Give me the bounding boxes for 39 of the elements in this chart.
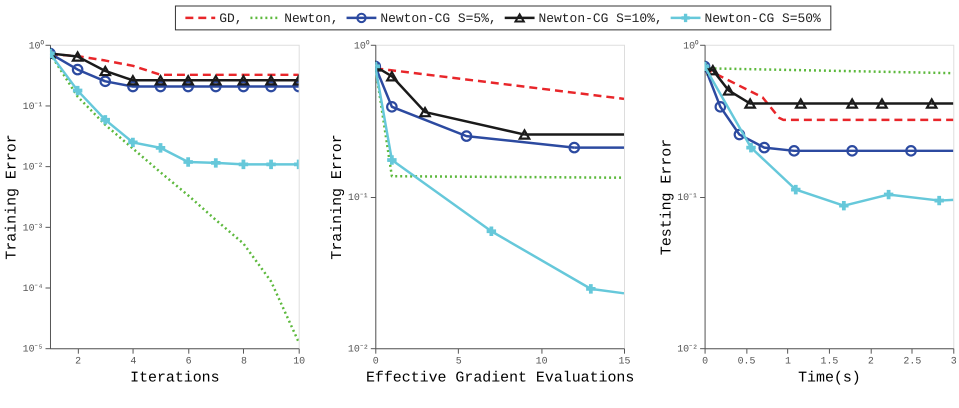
y-tick-label: 10⁻⁴ — [22, 282, 44, 294]
legend-label: GD, — [219, 10, 242, 26]
y-tick-label: 10⁰ — [683, 39, 700, 52]
y-tick-label: 10⁻² — [348, 344, 369, 355]
x-tick-label: 0 — [702, 356, 708, 367]
x-tick-label: 0 — [372, 356, 379, 367]
y-tick-label: 10⁻² — [22, 162, 44, 173]
y-tick-label: 10⁻¹ — [348, 192, 369, 203]
y-tick-label: 10⁰ — [354, 39, 370, 52]
x-tick-label: 15 — [618, 356, 630, 367]
x-tick-label: 6 — [186, 356, 192, 367]
x-tick-label: 0.5 — [738, 356, 756, 367]
y-tick-label: 10⁻³ — [22, 222, 44, 234]
x-tick-label: 4 — [130, 356, 136, 367]
x-tick-label: 10 — [536, 356, 548, 367]
y-axis-title: Training Error — [4, 134, 21, 260]
y-axis-title: Testing Error — [659, 138, 676, 256]
y-axis-title: Training Error — [330, 134, 346, 260]
x-tick-label: 2 — [75, 356, 82, 367]
x-tick-label: 2.5 — [903, 356, 922, 367]
x-axis-title: Effective Gradient Evaluations — [366, 370, 634, 387]
x-tick-label: 5 — [456, 356, 462, 367]
x-tick-label: 3 — [950, 356, 957, 367]
legend-label: Newton, — [284, 10, 339, 26]
x-tick-label: 2 — [868, 356, 874, 367]
x-axis-title: Time(s) — [798, 370, 861, 387]
legend-label: Newton-CG S=10%, — [538, 10, 663, 26]
y-tick-label: 10⁻⁵ — [22, 344, 44, 355]
y-tick-label: 10⁻¹ — [22, 100, 44, 112]
legend-label: Newton-CG S=50% — [704, 10, 822, 26]
y-tick-label: 10⁻¹ — [677, 192, 698, 203]
x-axis-title: Iterations — [130, 370, 220, 387]
y-tick-label: 10⁰ — [28, 39, 45, 52]
legend-label: Newton-CG S=5%, — [380, 10, 497, 26]
x-tick-label: 8 — [240, 356, 247, 367]
x-tick-label: 10 — [293, 356, 306, 367]
y-tick-label: 10⁻² — [677, 344, 698, 355]
x-tick-label: 1 — [784, 356, 791, 367]
x-tick-label: 1.5 — [820, 356, 838, 367]
